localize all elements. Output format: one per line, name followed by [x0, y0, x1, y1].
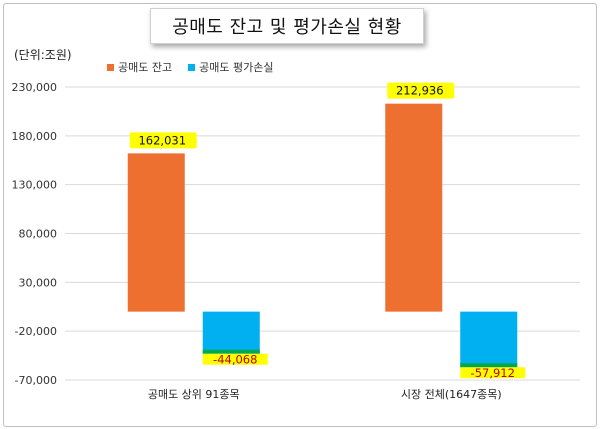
legend-swatch-loss	[188, 63, 196, 71]
value-highlight	[202, 353, 268, 365]
legend: 공매도 잔고 공매도 평가손실	[107, 59, 273, 75]
data-label-balance: 162,031	[138, 133, 186, 147]
y-tick-label: -70,000	[15, 374, 57, 387]
value-highlight	[460, 367, 526, 379]
value-highlight	[129, 132, 197, 149]
data-label-balance: 212,936	[396, 84, 444, 98]
unit-label: (단위:조원)	[14, 48, 72, 62]
y-tick-label: -20,000	[15, 325, 57, 338]
x-category-label: 공매도 상위 91종목	[148, 388, 240, 401]
loss-band	[460, 363, 518, 368]
legend-label-loss: 공매도 평가손실	[199, 61, 274, 74]
legend-item-balance: 공매도 잔고	[107, 59, 172, 75]
y-tick-label: 180,000	[12, 130, 58, 143]
y-tick-label: 230,000	[12, 81, 58, 94]
y-tick-label: 30,000	[19, 276, 58, 289]
data-label-loss: -57,912	[471, 366, 515, 380]
bar-loss	[460, 311, 518, 369]
x-category-label: 시장 전체(1647종목)	[401, 388, 502, 401]
value-highlight	[387, 82, 455, 99]
data-label-loss: -44,068	[213, 353, 257, 367]
loss-band	[202, 349, 260, 354]
legend-item-loss: 공매도 평가손실	[188, 59, 273, 75]
chart-title: 공매도 잔고 및 평가손실 현황	[150, 8, 424, 44]
bar-balance	[385, 103, 443, 312]
legend-label-balance: 공매도 잔고	[118, 61, 173, 74]
bar-loss	[202, 311, 260, 355]
legend-swatch-balance	[107, 63, 114, 71]
y-tick-label: 130,000	[12, 179, 58, 192]
bar-balance	[127, 153, 185, 312]
y-tick-label: 80,000	[19, 228, 58, 241]
